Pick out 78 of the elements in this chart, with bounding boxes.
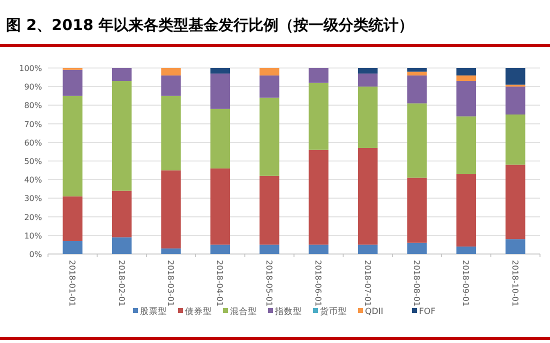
bar: [62, 240, 82, 254]
y-tick-label: 40%: [24, 176, 42, 185]
bar: [210, 108, 230, 168]
bar: [112, 68, 132, 82]
bar: [407, 103, 427, 178]
bar: [456, 75, 476, 82]
bar: [308, 150, 328, 245]
legend-label: 股票型: [140, 306, 167, 317]
bar: [407, 72, 427, 76]
bar: [210, 74, 230, 109]
bar: [260, 98, 280, 176]
bar: [506, 164, 526, 240]
bar: [506, 86, 526, 114]
bar: [456, 116, 476, 174]
bar: [260, 244, 280, 254]
x-tick-label: 2018-02-01: [116, 260, 126, 306]
bar: [506, 68, 526, 85]
bar: [161, 170, 181, 248]
bar: [308, 82, 328, 150]
bar: [210, 244, 230, 254]
bar: [161, 248, 181, 254]
bar: [407, 178, 427, 243]
legend-label: 指数型: [274, 306, 302, 317]
bar: [358, 244, 378, 254]
x-tick-label: 2018-10-01: [510, 260, 520, 306]
legend-label: 货币型: [320, 306, 347, 317]
y-tick-label: 10%: [24, 231, 42, 240]
bar: [260, 75, 280, 98]
y-tick-label: 0%: [29, 250, 42, 259]
bar: [210, 168, 230, 245]
bar: [407, 75, 427, 104]
bar: [358, 68, 378, 74]
legend-label: 混合型: [230, 306, 257, 317]
legend-label: 债券型: [185, 306, 212, 317]
x-tick-label: 2018-07-01: [362, 260, 372, 306]
bar: [260, 176, 280, 245]
bar: [210, 68, 230, 74]
bar: [161, 75, 181, 96]
x-tick-label: 2018-09-01: [461, 260, 470, 306]
bar: [407, 68, 427, 72]
bar: [456, 174, 476, 247]
y-tick-label: 100%: [19, 64, 42, 73]
bar: [358, 74, 378, 87]
bar: [62, 70, 82, 96]
bar: [506, 114, 526, 165]
bar: [260, 68, 280, 76]
bar: [62, 196, 82, 241]
y-tick-label: 30%: [24, 194, 42, 204]
x-tick-label: 2018-04-01: [215, 260, 224, 306]
legend-label: FOF: [419, 307, 436, 317]
legend-label: QDII: [365, 307, 384, 317]
y-tick-label: 80%: [24, 101, 42, 110]
bar: [358, 148, 378, 245]
bar: [456, 81, 476, 116]
bar: [308, 244, 328, 254]
y-tick-label: 70%: [24, 120, 42, 129]
x-tick-label: 2018-01-01: [68, 260, 77, 306]
bar: [112, 81, 132, 191]
x-tick-label: 2018-08-01: [412, 260, 421, 306]
bar: [112, 237, 132, 254]
x-tick-label: 2018-03-01: [166, 260, 175, 306]
bar: [161, 68, 181, 76]
y-tick-label: 20%: [24, 212, 42, 222]
bar: [62, 96, 82, 196]
chart-title: 图 2、2018 年以来各类型基金发行比例（按一级分类统计）: [6, 16, 414, 34]
x-tick-label: 2018-06-01: [314, 260, 323, 306]
bar: [407, 242, 427, 254]
y-tick-label: 50%: [24, 157, 42, 166]
x-tick-label: 2018-05-01: [264, 260, 274, 306]
bar: [161, 96, 181, 170]
bar: [456, 246, 476, 254]
bar: [456, 68, 476, 76]
bar: [358, 86, 378, 148]
y-tick-label: 60%: [24, 138, 42, 148]
bar: [308, 68, 328, 83]
bar: [506, 239, 526, 254]
bar: [112, 190, 132, 238]
y-tick-label: 90%: [24, 82, 42, 92]
